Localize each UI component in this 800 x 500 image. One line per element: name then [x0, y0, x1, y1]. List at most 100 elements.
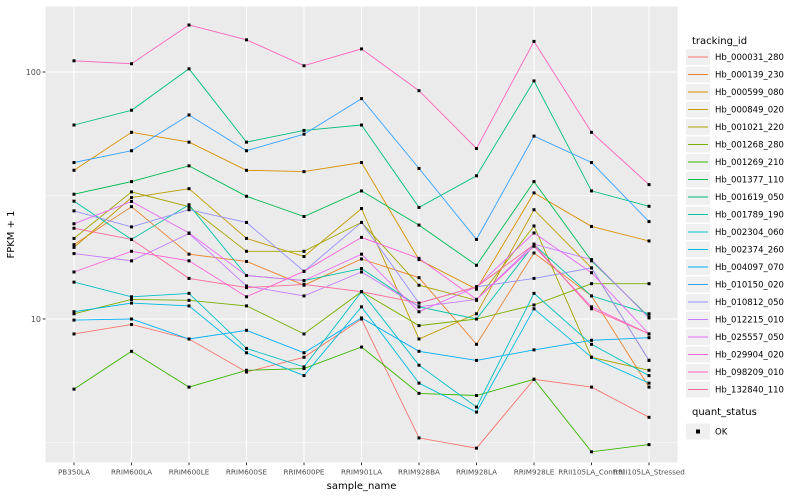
data-point: [647, 220, 651, 224]
data-point: [130, 323, 133, 327]
legend-item-label: Hb_012215_010: [715, 316, 784, 326]
data-point: [130, 190, 133, 194]
data-point: [72, 243, 76, 247]
y-axis-title: FPKM + 1: [6, 210, 17, 258]
legend-item-label: Hb_010150_020: [715, 281, 784, 291]
data-point: [475, 394, 478, 398]
data-point: [417, 223, 421, 227]
data-point: [245, 38, 248, 42]
data-point: [417, 349, 421, 353]
data-point: [130, 62, 133, 66]
data-point: [130, 349, 133, 353]
data-point: [590, 342, 593, 346]
legend-item-label: Hb_004097_070: [715, 263, 784, 273]
data-point: [532, 231, 536, 235]
data-point: [72, 226, 76, 230]
data-point: [475, 147, 478, 151]
data-point: [417, 283, 421, 287]
data-point: [360, 270, 363, 274]
data-point: [187, 67, 191, 71]
x-tick-label: RRIM901LA: [341, 468, 382, 477]
data-point: [590, 282, 593, 286]
data-point: [302, 279, 306, 283]
x-tick-label: RRIM928LE: [514, 468, 555, 477]
data-point: [647, 415, 651, 419]
data-point: [72, 310, 76, 314]
data-point: [130, 301, 133, 305]
data-point: [360, 161, 363, 165]
legend-item-label: Hb_001619_050: [715, 193, 784, 203]
data-point: [417, 436, 421, 440]
data-point: [187, 205, 191, 209]
data-point: [532, 243, 536, 247]
data-point: [360, 207, 363, 211]
quant-status-ok-label: OK: [715, 428, 728, 438]
legend-item-label: Hb_132840_110: [715, 386, 784, 396]
data-point: [72, 192, 76, 196]
data-point: [245, 220, 248, 224]
data-point: [532, 39, 536, 43]
data-point: [360, 257, 363, 261]
x-tick-label: RRII105LA_Control: [558, 468, 625, 477]
x-tick-label: RRII105LA_Stressed: [613, 468, 685, 477]
data-point: [647, 381, 651, 385]
data-point: [187, 231, 191, 235]
data-point: [72, 222, 76, 226]
data-point: [245, 295, 248, 299]
data-point: [187, 276, 191, 280]
data-point: [130, 225, 133, 229]
data-point: [245, 149, 248, 153]
data-point: [590, 385, 593, 389]
data-point: [475, 358, 478, 362]
data-point: [130, 205, 133, 209]
data-point: [360, 189, 363, 193]
data-point: [245, 346, 248, 350]
data-point: [532, 191, 536, 195]
data-point: [590, 224, 593, 228]
data-point: [245, 259, 248, 263]
data-point: [475, 405, 478, 409]
data-point: [647, 336, 651, 340]
data-point: [417, 305, 421, 309]
data-point: [417, 363, 421, 367]
data-point: [590, 189, 593, 193]
legend-item-label: Hb_098209_010: [715, 368, 784, 378]
data-point: [475, 287, 478, 291]
data-point: [647, 358, 651, 362]
data-point: [130, 196, 133, 200]
data-point: [245, 168, 248, 172]
data-point: [360, 123, 363, 127]
data-point: [302, 351, 306, 355]
data-point: [72, 312, 76, 316]
data-point: [130, 149, 133, 153]
data-point: [475, 297, 478, 301]
plot-generated-content: PB350LA RRIM600LA RRIM600LE RRIM600SE RRIM60…: [42, 6, 784, 477]
data-point: [532, 303, 536, 307]
data-point: [187, 252, 191, 256]
data-point: [245, 304, 248, 308]
data-point: [647, 385, 651, 389]
data-point: [360, 345, 363, 349]
data-point: [360, 47, 363, 51]
data-point: [187, 203, 191, 207]
data-point: [302, 255, 306, 259]
data-point: [590, 307, 593, 311]
legend-item-label: Hb_025557_050: [715, 333, 784, 343]
data-point: [245, 351, 248, 355]
data-point: [475, 237, 478, 241]
data-point: [72, 252, 76, 256]
data-point: [417, 89, 421, 93]
data-point: [245, 286, 248, 290]
data-point: [245, 140, 248, 144]
data-point: [532, 208, 536, 212]
data-point: [532, 307, 536, 311]
legend-item-label: Hb_000849_020: [715, 106, 784, 116]
legend-item-label: Hb_002304_060: [715, 228, 784, 238]
data-point: [302, 365, 306, 369]
data-point: [475, 174, 478, 178]
data-point: [417, 310, 421, 314]
data-point: [245, 284, 248, 288]
data-point: [532, 224, 536, 228]
legend-item-label: Hb_001021_220: [715, 123, 784, 133]
x-tick-label: RRIM600PE: [284, 468, 325, 477]
